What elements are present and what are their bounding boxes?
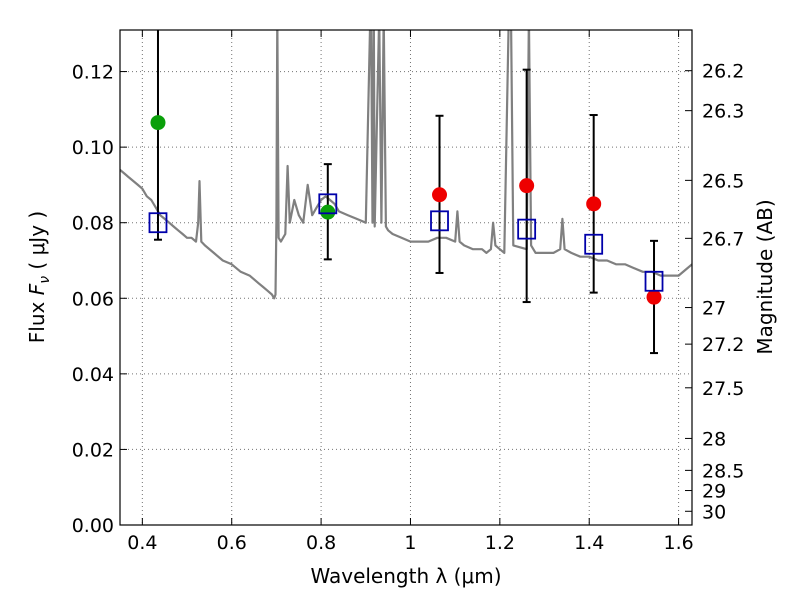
- plot-area: [120, 30, 692, 355]
- y-tick-label: 0.06: [72, 288, 114, 310]
- green-flux-point: [150, 115, 166, 131]
- y2-axis-label: Magnitude (AB): [753, 199, 777, 354]
- red-flux-point: [519, 178, 535, 194]
- y2-tick-label: 26.2: [702, 61, 744, 83]
- red-flux-point: [646, 289, 662, 305]
- axis-ticks: 0.4 0.6 0.8 1 1.2 1.4 1.6 0.00 0.02 0.04 0.06 0.08 0…: [72, 30, 744, 554]
- model-flux-square: [430, 210, 449, 232]
- model-flux-square: [584, 233, 604, 255]
- model-spectrum-line: [120, 30, 692, 300]
- y2-tick-label: 29: [702, 481, 726, 503]
- x-tick-label: 0.6: [217, 532, 247, 554]
- y2-tick-label: 26.7: [702, 228, 744, 250]
- x-tick-label: 1.4: [574, 532, 604, 554]
- y-tick-label: 0.08: [72, 213, 114, 235]
- y2-tick-label: 30: [702, 501, 726, 523]
- x-tick-label: 0.4: [127, 532, 157, 554]
- x-tick-label: 1: [404, 532, 416, 554]
- model-flux-square: [148, 212, 168, 234]
- y2-tick-label: 27: [702, 298, 726, 320]
- y2-tick-label: 28: [702, 428, 726, 450]
- y-tick-label: 0.10: [72, 137, 114, 159]
- y-axis-label-subscript: ν: [37, 276, 53, 284]
- y2-tick-label: 28.5: [702, 460, 744, 482]
- x-tick-label: 1.2: [485, 532, 515, 554]
- y-axis-label-prefix: Flux: [25, 295, 49, 343]
- y2-tick-label: 27.2: [702, 334, 744, 356]
- y2-tick-label: 26.3: [702, 101, 744, 123]
- red-flux-point: [586, 196, 602, 212]
- x-tick-label: 0.8: [306, 532, 336, 554]
- y2-tick-label: 26.5: [702, 170, 744, 192]
- y2-tick-label: 27.5: [702, 378, 744, 400]
- red-flux-point: [432, 187, 448, 203]
- model-flux-square: [517, 218, 537, 240]
- y-tick-label: 0.04: [72, 364, 114, 386]
- y-axis-label-unit: ( μJy ): [25, 211, 49, 276]
- model-flux-square: [318, 193, 338, 215]
- model-flux-square: [644, 270, 664, 292]
- x-axis-label: Wavelength λ (μm): [310, 564, 501, 588]
- y-tick-label: 0.00: [72, 515, 114, 537]
- x-tick-label: 1.6: [663, 532, 693, 554]
- y-tick-label: 0.12: [72, 62, 114, 84]
- y-axis-label-symbol: F: [25, 283, 49, 295]
- y-axis-label: Flux Fν ( μJy ): [25, 211, 53, 343]
- grid: [120, 30, 692, 526]
- y-tick-label: 0.02: [72, 439, 114, 461]
- green-flux-point: [320, 204, 336, 220]
- plot-frame: [119, 29, 693, 526]
